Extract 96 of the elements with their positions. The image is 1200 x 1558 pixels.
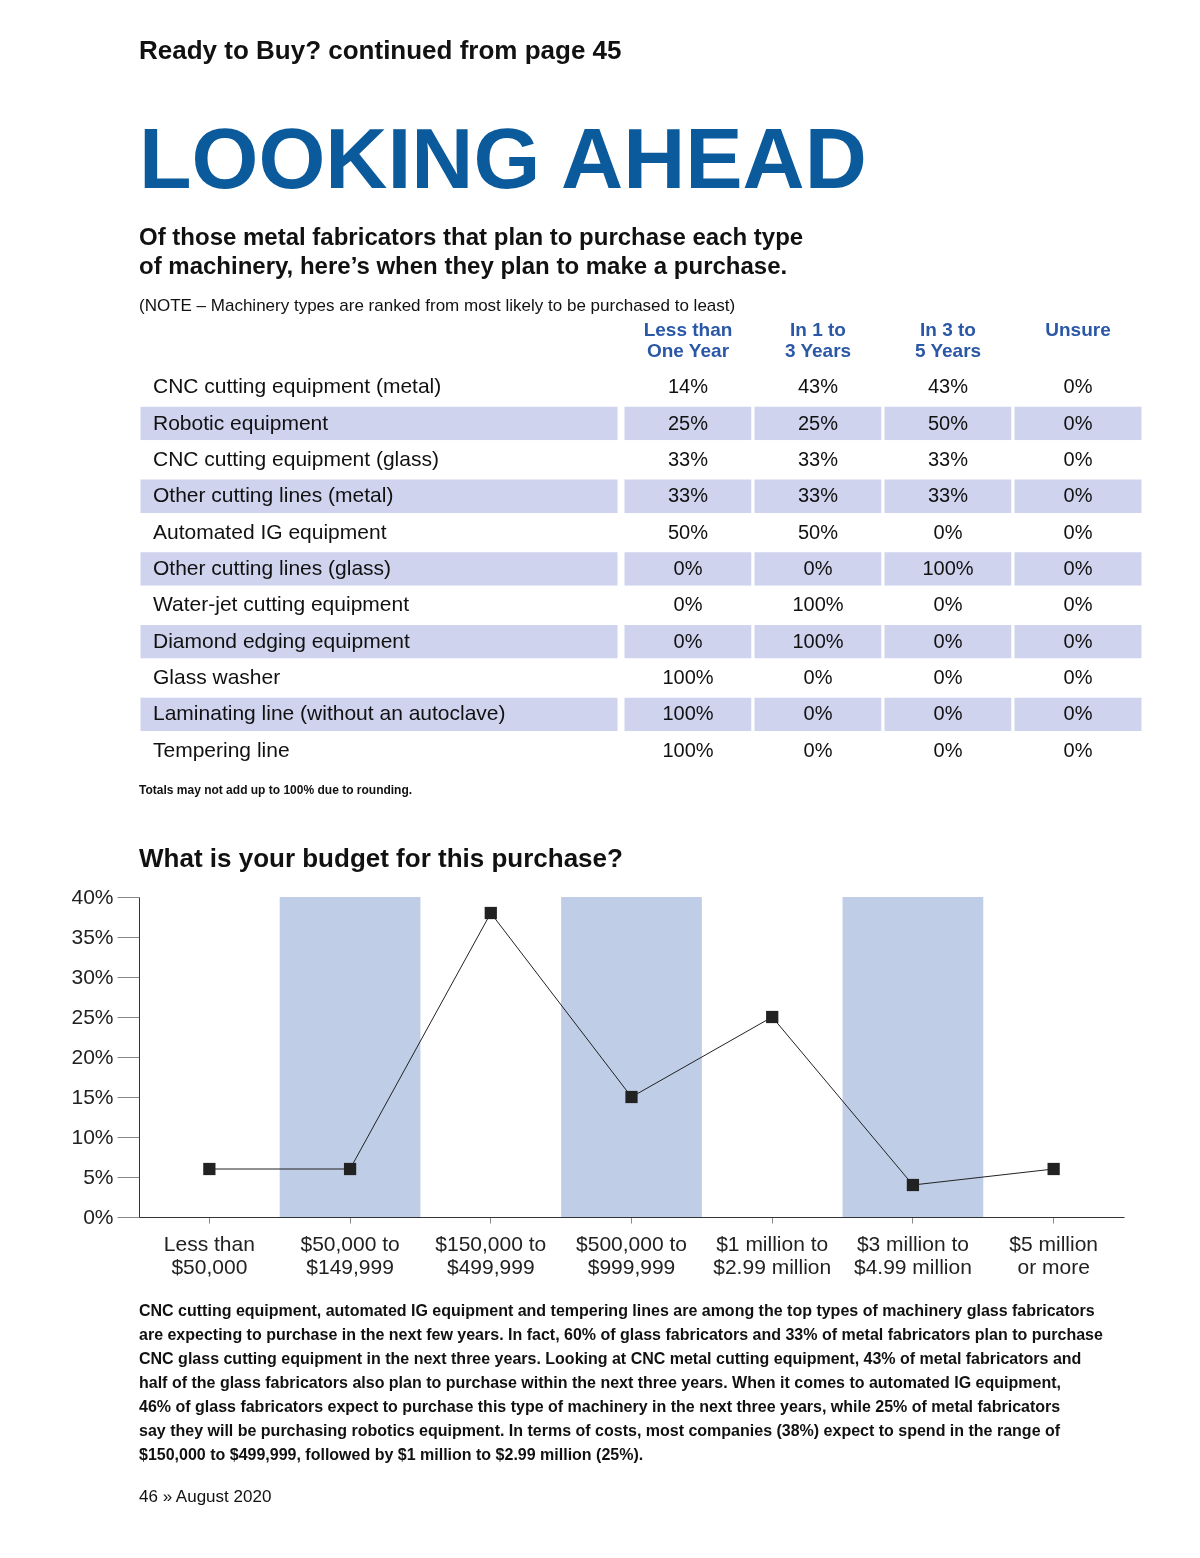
- data-label: 43%: [927, 375, 969, 398]
- y-tick-label: 15%: [71, 1084, 114, 1108]
- data-label: 0%: [933, 666, 963, 689]
- data-label: 0%: [1063, 375, 1093, 398]
- data-label: 100%: [662, 702, 714, 725]
- data-label: 50%: [667, 520, 709, 543]
- x-tick-label: $1 million to $2.99 million: [713, 1231, 832, 1278]
- y-tick-label: Laminating line (without an autoclave): [153, 701, 506, 725]
- data-label: 25%: [667, 411, 709, 434]
- data-label: 0%: [1063, 666, 1093, 689]
- chart-title: What is your budget for this purchase?: [139, 843, 623, 873]
- data-label: 33%: [667, 484, 709, 507]
- y-tick-label: Automated IG equipment: [153, 519, 387, 543]
- data-label: 33%: [797, 447, 839, 470]
- data-label: 0%: [803, 666, 833, 689]
- x-tick-label: In 3 to 5 Years: [914, 318, 982, 361]
- text: CNC cutting equipment, automated IG equipment and tempering lines are among the top types of machinery glass fabricators: [139, 1302, 1095, 1319]
- point: [343, 1162, 357, 1176]
- data-label: 100%: [792, 593, 844, 616]
- x-tick-label: $50,000 to $149,999: [300, 1231, 400, 1278]
- data-label: 50%: [927, 411, 969, 434]
- y-tick-label: 20%: [71, 1044, 114, 1068]
- text: (NOTE – Machinery types are ranked from most likely to be purchased to least): [139, 296, 736, 315]
- data-label: 100%: [662, 666, 714, 689]
- text: say they will be purchasing robotics equipment. In terms of costs, most companies (38%) expect to spend in the range of: [139, 1422, 1061, 1439]
- data-label: 0%: [1063, 520, 1093, 543]
- data-label: 33%: [667, 447, 709, 470]
- y-tick-label: 40%: [71, 884, 114, 908]
- data-label: 0%: [673, 593, 703, 616]
- x-tick-label: $500,000 to $999,999: [576, 1231, 687, 1278]
- x-tick-label: $3 million to $4.99 million: [853, 1231, 972, 1278]
- point: [203, 1162, 216, 1176]
- data-label: 0%: [673, 557, 703, 579]
- x-tick-label: Unsure: [1045, 318, 1111, 340]
- data-label: 0%: [933, 593, 963, 616]
- point: [1047, 1162, 1060, 1176]
- data-label: 0%: [1063, 593, 1093, 616]
- point: [484, 906, 497, 920]
- text: 46 » August 2020: [139, 1487, 272, 1506]
- data-label: 25%: [797, 411, 839, 434]
- point: [625, 1090, 638, 1104]
- data-label: 100%: [792, 629, 844, 652]
- data-label: 0%: [1063, 629, 1093, 652]
- text: half of the glass fabricators also plan to purchase within the next three years. When it comes to automated IG equipment,: [139, 1374, 1061, 1391]
- y-tick-label: Other cutting lines (metal): [153, 483, 394, 507]
- y-tick-label: 10%: [71, 1124, 114, 1148]
- data-label: 0%: [933, 629, 963, 652]
- x-tick-label: In 1 to 3 Years: [784, 318, 852, 361]
- data-label: 0%: [933, 738, 963, 761]
- y-tick-label: Robotic equipment: [153, 410, 329, 434]
- x-tick-label: Less than One Year: [643, 318, 733, 361]
- data-label: 0%: [1063, 557, 1093, 579]
- text: Totals may not add up to 100% due to rounding.: [139, 783, 413, 797]
- text: Ready to Buy? continued from page 45: [139, 35, 622, 65]
- x-tick-label: $5 million or more: [1009, 1231, 1098, 1278]
- y-tick-label: CNC cutting equipment (glass): [153, 446, 439, 470]
- data-label: 0%: [1063, 484, 1093, 507]
- data-label: 0%: [803, 738, 833, 761]
- data-label: 0%: [803, 702, 833, 725]
- data-label: 0%: [1063, 447, 1093, 470]
- data-label: 33%: [927, 447, 969, 470]
- y-tick-label: 35%: [71, 924, 114, 948]
- data-label: 100%: [922, 557, 974, 579]
- chart-subtitle: Of those metal fabricators that plan to purchase each type of machinery, here’s when they plan to make a purchase.: [139, 222, 804, 279]
- point: [906, 1178, 920, 1192]
- data-label: 0%: [1063, 411, 1093, 434]
- y-tick-label: 5%: [83, 1164, 114, 1188]
- y-tick-label: Tempering line: [153, 737, 290, 761]
- y-tick-label: 0%: [83, 1204, 114, 1228]
- chart-title: LOOKING AHEAD: [139, 110, 867, 206]
- text: CNC glass cutting equipment in the next three years. Looking at CNC metal cutting equipment, 43% of metal fabricators and: [139, 1350, 1082, 1367]
- x-tick-label: Less than $50,000: [163, 1231, 255, 1278]
- data-label: 43%: [797, 375, 839, 398]
- y-tick-label: Other cutting lines (glass): [153, 556, 392, 579]
- data-label: 33%: [797, 484, 839, 507]
- data-label: 0%: [803, 557, 833, 579]
- data-label: 0%: [933, 702, 963, 725]
- data-label: 0%: [1063, 702, 1093, 725]
- y-tick-label: CNC cutting equipment (metal): [153, 374, 442, 398]
- data-label: 14%: [667, 375, 709, 398]
- y-tick-label: 25%: [71, 1004, 114, 1028]
- y-tick-label: Diamond edging equipment: [153, 628, 411, 652]
- y-tick-label: Water-jet cutting equipment: [153, 592, 410, 616]
- text: are expecting to purchase in the next few years. In fact, 60% of glass fabricators and 33% of metal fabricators plan to purchase: [139, 1326, 1103, 1343]
- text: 46% of glass fabricators expect to purchase this type of machinery in the next three years, while 25% of metal fabricators: [139, 1398, 1061, 1415]
- x-tick-label: $150,000 to $499,999: [435, 1231, 547, 1278]
- data-label: 100%: [662, 738, 714, 761]
- y-tick-label: 30%: [71, 964, 114, 988]
- data-label: 33%: [927, 484, 969, 507]
- data-label: 0%: [1063, 738, 1093, 761]
- data-label: 0%: [933, 520, 963, 543]
- data-label: 0%: [673, 629, 703, 652]
- data-label: 50%: [797, 520, 839, 543]
- point: [766, 1010, 779, 1024]
- y-tick-label: Glass washer: [153, 665, 281, 689]
- text: $150,000 to $499,999, followed by $1 million to $2.99 million (25%).: [139, 1446, 644, 1463]
